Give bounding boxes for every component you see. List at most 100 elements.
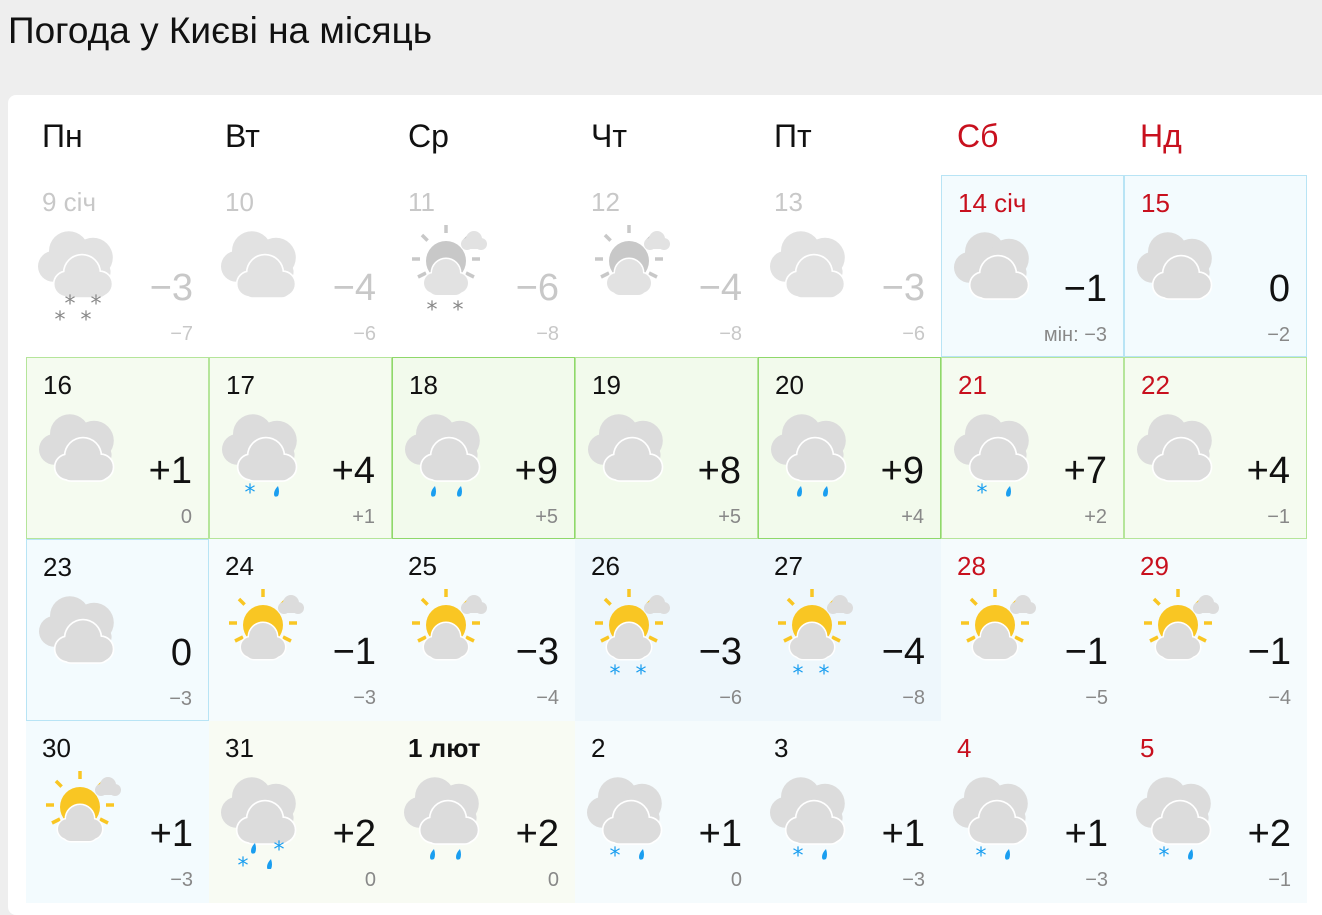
day-cell[interactable]: 28 −1 −5 <box>941 539 1124 721</box>
min-temperature: −6 <box>902 323 925 345</box>
day-date: 30 <box>42 733 71 763</box>
max-temperature: −1 <box>1063 268 1107 310</box>
max-temperature: −3 <box>698 631 742 673</box>
raindrop-icon <box>1005 849 1010 860</box>
day-cell[interactable]: 18 +9 +5 <box>392 357 575 539</box>
raindrop-icon <box>822 849 827 860</box>
overcast-weather-icon <box>770 231 846 299</box>
min-temperature: −8 <box>719 323 742 345</box>
max-temperature: −1 <box>1064 631 1108 673</box>
day-cell[interactable]: 3 * +1 −3 <box>758 721 941 903</box>
snowflake-icon: * <box>793 662 804 687</box>
overcast-weather-icon <box>39 596 115 664</box>
max-temperature: +2 <box>1247 813 1291 855</box>
day-cell[interactable]: 24 −1 −3 <box>209 539 392 721</box>
day-cell[interactable]: 1 лют +2 0 <box>392 721 575 903</box>
day-cell[interactable]: 16 +1 0 <box>26 357 209 539</box>
raindrop-icon <box>430 849 435 860</box>
day-cell[interactable]: 21 * +7 +2 <box>941 357 1124 539</box>
overcast-weather-icon: ** <box>221 777 297 869</box>
max-temperature: −4 <box>332 267 376 309</box>
overcast-weather-icon <box>39 414 115 482</box>
day-cell[interactable]: 14 січ −1 мін: −3 <box>941 175 1124 357</box>
day-date: 26 <box>591 551 620 581</box>
max-temperature: +1 <box>1064 813 1108 855</box>
day-cell[interactable]: 4 * +1 −3 <box>941 721 1124 903</box>
day-date: 24 <box>225 551 254 581</box>
partly-cloudy-weather-icon <box>595 225 670 297</box>
overcast-weather-icon: * <box>953 777 1029 869</box>
day-date: 9 січ <box>42 187 97 217</box>
min-temperature: −8 <box>902 687 925 709</box>
day-cell[interactable]: 26 * * −3 −6 <box>575 539 758 721</box>
min-temperature: 0 <box>547 869 559 891</box>
max-temperature: 0 <box>1268 268 1290 310</box>
raindrop-icon <box>274 486 279 497</box>
day-date: 29 <box>1140 551 1169 581</box>
day-cell[interactable]: 2 * +1 0 <box>575 721 758 903</box>
day-cell[interactable]: 29 −1 −4 <box>1124 539 1307 721</box>
day-date: 28 <box>957 551 986 581</box>
raindrop-icon <box>456 849 461 860</box>
snowflake-icon: * <box>55 308 66 323</box>
min-temperature: +1 <box>352 506 375 528</box>
snowflake-icon: * <box>274 838 285 863</box>
day-date: 22 <box>1141 370 1170 400</box>
day-cell[interactable]: 15 0 −2 <box>1124 175 1307 357</box>
day-cell[interactable]: 19 +8 +5 <box>575 357 758 539</box>
day-cell[interactable]: 17 * +4 +1 <box>209 357 392 539</box>
day-cell[interactable]: 5 * +2 −1 <box>1124 721 1307 903</box>
day-cell[interactable]: 13 −3 −6 <box>758 175 941 357</box>
raindrop-icon <box>1006 486 1011 497</box>
weekday-header: Пн <box>42 118 83 154</box>
min-temperature: −1 <box>1268 869 1291 891</box>
snowflake-icon: * <box>610 844 621 869</box>
day-cell[interactable]: 30 +1 −3 <box>26 721 209 903</box>
min-temperature: −2 <box>1267 324 1290 346</box>
min-temperature: −1 <box>1267 506 1290 528</box>
day-cell[interactable]: 23 0 −3 <box>26 539 209 721</box>
min-temperature: −3 <box>353 687 376 709</box>
partly-cloudy-weather-icon <box>412 589 487 661</box>
min-temperature: −3 <box>902 869 925 891</box>
day-date: 21 <box>958 370 987 400</box>
snowflake-icon: * <box>81 308 92 323</box>
max-temperature: −3 <box>515 631 559 673</box>
min-temperature: −8 <box>536 323 559 345</box>
day-cell[interactable]: 22 +4 −1 <box>1124 357 1307 539</box>
day-date: 17 <box>226 370 255 400</box>
snowflake-icon: * <box>453 298 464 323</box>
page-title: Погода у Києві на місяць <box>8 10 433 51</box>
day-date: 23 <box>43 552 72 582</box>
max-temperature: +1 <box>148 450 192 492</box>
snowflake-icon: * <box>245 481 256 506</box>
overcast-weather-icon <box>405 414 481 497</box>
max-temperature: +7 <box>1063 450 1107 492</box>
day-date: 3 <box>774 733 789 763</box>
max-temperature: −3 <box>149 267 193 309</box>
day-cell[interactable]: 12 −4 −8 <box>575 175 758 357</box>
day-date: 15 <box>1141 188 1170 218</box>
min-temperature: +5 <box>535 506 558 528</box>
day-cell[interactable]: 31 * * +2 0 <box>209 721 392 903</box>
day-date: 19 <box>592 370 621 400</box>
day-cell[interactable]: 10 −4 −6 <box>209 175 392 357</box>
day-date: 20 <box>775 370 804 400</box>
day-date: 11 <box>408 187 435 217</box>
day-cell[interactable]: 27 * * −4 −8 <box>758 539 941 721</box>
min-temperature: 0 <box>364 869 376 891</box>
day-cell[interactable]: 11 * * −6 −8 <box>392 175 575 357</box>
min-temperature: 0 <box>730 869 742 891</box>
day-date: 10 <box>225 187 254 217</box>
raindrop-icon <box>797 486 802 497</box>
day-cell[interactable]: 9 січ * * * * −3 −7 <box>26 175 209 357</box>
day-date: 18 <box>409 370 438 400</box>
min-temperature: +5 <box>718 506 741 528</box>
day-cell[interactable]: 20 +9 +4 <box>758 357 941 539</box>
day-date: 25 <box>408 551 437 581</box>
snowflake-icon: * <box>1159 844 1170 869</box>
max-temperature: 0 <box>170 632 192 674</box>
min-temperature: −5 <box>1085 687 1108 709</box>
max-temperature: −1 <box>1247 631 1291 673</box>
day-cell[interactable]: 25 −3 −4 <box>392 539 575 721</box>
